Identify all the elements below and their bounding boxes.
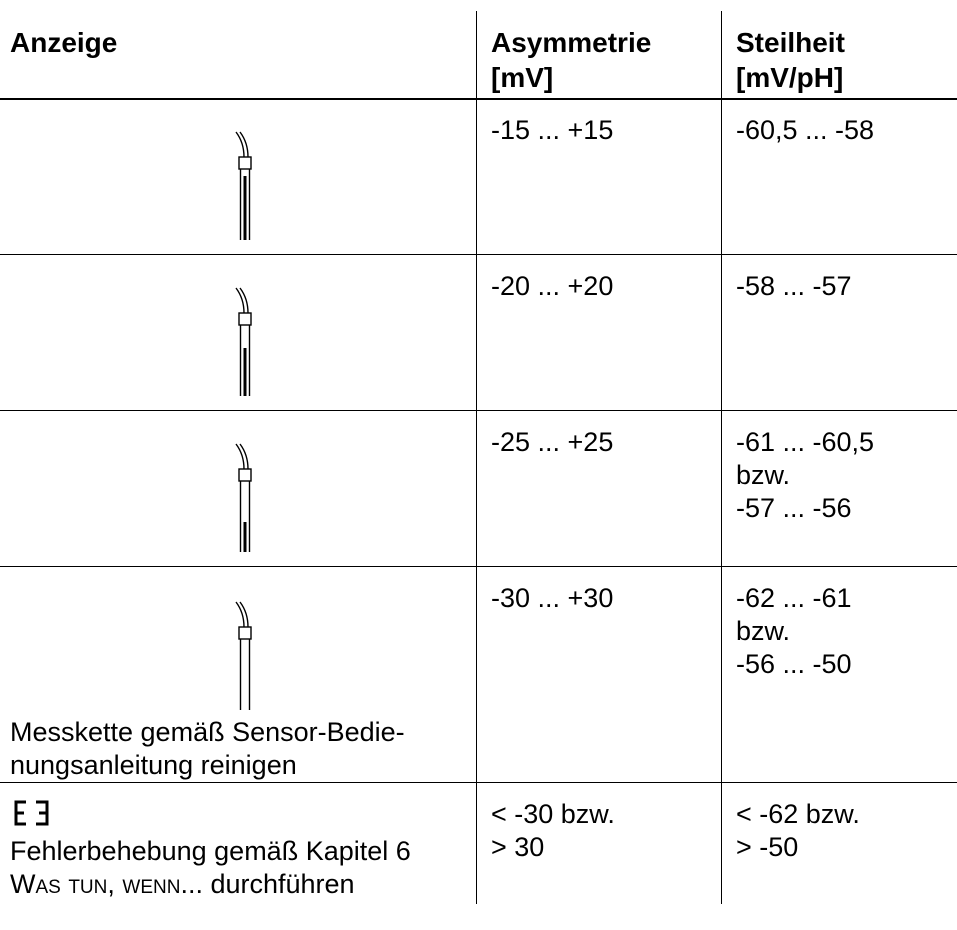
chapter-title-caps: Was tun, wenn (10, 869, 181, 899)
slope-value-line: > -50 (736, 832, 799, 862)
slope-value-line: -60,5 ... -58 (736, 115, 875, 145)
row-divider-4 (0, 782, 957, 783)
slope-value: < -62 bzw. > -50 (736, 798, 860, 864)
header-asymmetry-line2: [mV] (491, 62, 554, 93)
instruction-line: Messkette gemäß Sensor-Bedie- (10, 717, 405, 747)
electrode-icon-4-segments (235, 131, 252, 240)
asymmetry-value: < -30 bzw. > 30 (491, 798, 615, 864)
asymmetry-value-line: > 30 (491, 832, 545, 862)
header-asymmetry: Asymmetrie [mV] (491, 25, 651, 95)
slope-value-line: -57 ... -56 (736, 493, 852, 523)
slope-value-line: < -62 bzw. (736, 799, 860, 829)
instruction-line: Was tun, wenn... durchführen (10, 868, 411, 901)
column-divider-2 (721, 11, 722, 904)
header-slope-line2: [mV/pH] (736, 62, 844, 93)
cleaning-instruction: Messkette gemäß Sensor-Bedie- nungsanlei… (10, 716, 405, 782)
electrode-icon-3-segments (235, 287, 252, 396)
electrode-icon-2-segments (235, 443, 252, 552)
row-divider-2 (0, 410, 957, 411)
asymmetry-value: -20 ... +20 (491, 271, 614, 301)
slope-value-line: -61 ... -60,5 (736, 427, 875, 457)
slope-value-line: -62 ... -61 (736, 583, 852, 613)
slope-value: -60,5 ... -58 (736, 114, 874, 147)
slope-value-line: bzw. (736, 616, 791, 646)
slope-value-line: bzw. (736, 460, 791, 490)
electrode-icon-1-segment (235, 601, 252, 710)
header-divider (0, 98, 957, 100)
header-slope: Steilheit [mV/pH] (736, 25, 845, 95)
slope-value: -62 ... -61 bzw. -56 ... -50 (736, 582, 852, 681)
slope-value-line: -58 ... -57 (736, 271, 852, 301)
chapter-title-rest: ... durchführen (180, 869, 355, 899)
asymmetry-value-line: < -30 bzw. (491, 799, 615, 829)
row-divider-1 (0, 254, 957, 255)
slope-value: -58 ... -57 (736, 270, 852, 303)
row-divider-3 (0, 566, 957, 567)
error-e3-display (14, 800, 49, 826)
instruction-line: Fehlerbehebung gemäß Kapitel 6 (10, 836, 411, 866)
header-slope-line1: Steilheit (736, 27, 845, 58)
asymmetry-value: -30 ... +30 (491, 583, 614, 613)
column-divider-1 (476, 11, 477, 904)
header-display: Anzeige (10, 27, 118, 58)
asymmetry-value: -25 ... +25 (491, 427, 614, 457)
instruction-line: nungsanleitung reinigen (10, 750, 297, 780)
header-asymmetry-line1: Asymmetrie (491, 27, 652, 58)
asymmetry-value: -15 ... +15 (491, 115, 614, 145)
slope-value-line: -56 ... -50 (736, 649, 852, 679)
slope-value: -61 ... -60,5 bzw. -57 ... -56 (736, 426, 874, 525)
error-instruction: Fehlerbehebung gemäß Kapitel 6 Was tun, … (10, 835, 411, 901)
